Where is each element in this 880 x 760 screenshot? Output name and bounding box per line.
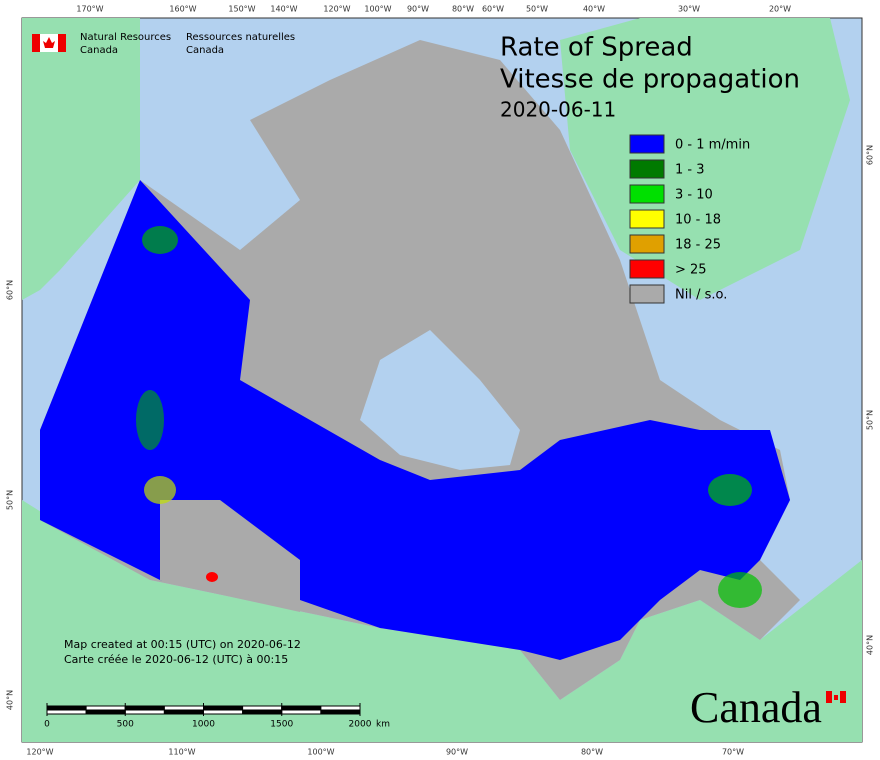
prairie-nil [160, 500, 300, 612]
flag-bar [826, 691, 832, 703]
legend-swatch [629, 159, 665, 179]
scale-label: 500 [117, 720, 134, 730]
longitude-label: 140°W [270, 5, 297, 14]
ministry-fr: Ressources naturelles [186, 32, 295, 43]
ministry-fr: Canada [186, 45, 224, 56]
scale-segment [46, 705, 87, 711]
longitude-label: 30°W [678, 5, 700, 14]
scale-segment [203, 705, 244, 711]
maple-leaf [43, 37, 55, 48]
legend-label: > 25 [675, 263, 707, 278]
land [22, 18, 862, 742]
legend-swatch [629, 259, 665, 279]
maple-leaf [834, 695, 838, 700]
longitude-label: 60°W [482, 5, 504, 14]
flag-bar [58, 34, 66, 52]
header: Natural Resources Canada Ressources natu… [32, 32, 295, 56]
scale-segment [85, 709, 126, 715]
latitude-label: 40°N [6, 690, 15, 710]
title: Rate of Spread [500, 33, 693, 63]
longitude-label: 110°W [168, 748, 195, 757]
latitude-label: 50°N [6, 490, 15, 510]
scale-label: 1000 [192, 720, 215, 730]
longitude-label: 170°W [76, 5, 103, 14]
legend-swatch [629, 284, 665, 304]
latitude-label: 60°N [6, 280, 15, 300]
speckle [136, 390, 164, 450]
ministry-en: Canada [80, 45, 118, 56]
longitude-label: 40°W [583, 5, 605, 14]
legend-label: 1 - 3 [675, 163, 705, 178]
footer-note: Map created at 00:15 (UTC) on 2020-06-12 [64, 638, 301, 651]
flag-bar [840, 691, 846, 703]
wordmark: Canada [690, 683, 846, 732]
scale-segment [320, 709, 361, 715]
longitude-label: 100°W [364, 5, 391, 14]
longitude-label: 20°W [769, 5, 791, 14]
speckle [142, 226, 178, 254]
legend-label: 0 - 1 m/min [675, 138, 750, 153]
scale-segment [242, 705, 283, 711]
scale-segment [320, 705, 361, 711]
longitude-label: 80°W [581, 748, 603, 757]
longitude-label: 120°W [26, 748, 53, 757]
date: 2020-06-11 [500, 98, 616, 122]
longitude-label: 100°W [307, 748, 334, 757]
longitude-label: 160°W [169, 5, 196, 14]
scale-segment [281, 709, 322, 715]
latitude-label: 50°N [866, 410, 875, 430]
legend-swatch [629, 134, 665, 154]
united-states [22, 500, 862, 742]
alaska [22, 18, 140, 300]
scale-segment [124, 709, 165, 715]
legend-swatch [629, 234, 665, 254]
latitude-label: 40°N [866, 635, 875, 655]
legend-swatch [629, 184, 665, 204]
legend-label: 18 - 25 [675, 238, 721, 253]
longitude-label: 120°W [323, 5, 350, 14]
footer-note: Carte créée le 2020-06-12 (UTC) à 00:15 [64, 653, 288, 666]
title: Vitesse de propagation [500, 65, 800, 95]
longitude-label: 80°W [452, 5, 474, 14]
longitude-label: 70°W [722, 748, 744, 757]
longitude-label: 90°W [407, 5, 429, 14]
longitude-label: 50°W [526, 5, 548, 14]
longitude-label: 90°W [446, 748, 468, 757]
greenland [560, 18, 850, 300]
latitude-label: 60°N [866, 145, 875, 165]
scale-segment [242, 709, 283, 715]
speckle [708, 474, 752, 506]
scale-segment [203, 709, 244, 715]
flag-bar [32, 34, 40, 52]
speckle [144, 476, 176, 504]
scale-unit: km [376, 720, 390, 730]
scale-label: 1500 [270, 720, 293, 730]
legend-swatch [629, 209, 665, 229]
legend-label: 3 - 10 [675, 188, 713, 203]
scale-label: 0 [44, 720, 50, 730]
speckle [718, 572, 762, 608]
legend-label: Nil / s.o. [675, 288, 727, 303]
scale-segment [124, 705, 165, 711]
scale-segment [281, 705, 322, 711]
speckle [206, 572, 218, 582]
scale-segment [163, 709, 204, 715]
scale-segment [46, 709, 87, 715]
longitude-label: 150°W [228, 5, 255, 14]
scale-label: 2000 [349, 720, 372, 730]
scale-segment [85, 705, 126, 711]
legend-label: 10 - 18 [675, 213, 721, 228]
scale-segment [163, 705, 204, 711]
ministry-en: Natural Resources [80, 32, 171, 43]
hudson-bay [360, 330, 520, 470]
canada-wordmark: Canada [690, 683, 822, 732]
